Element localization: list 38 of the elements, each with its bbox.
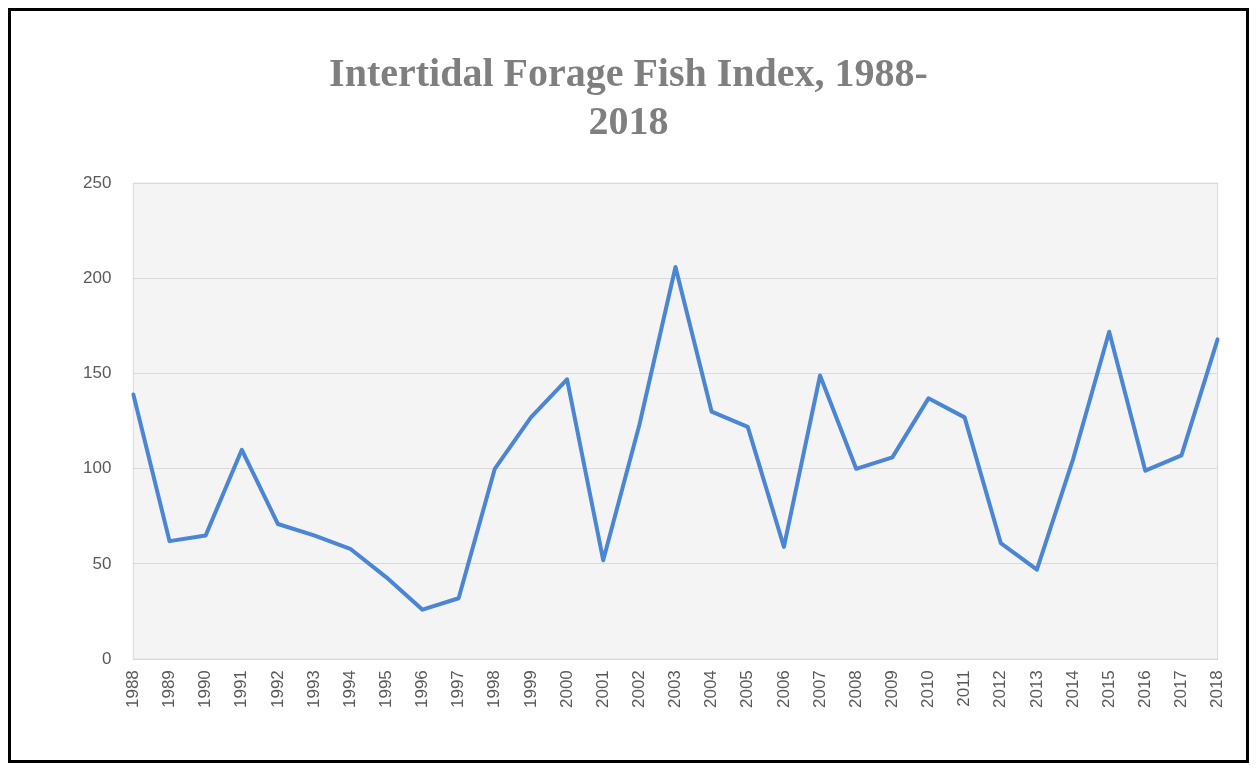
chart-title: Intertidal Forage Fish Index, 1988-2018: [328, 49, 929, 145]
y-tick-label: 0: [101, 648, 112, 668]
x-tick-label: 1998: [484, 670, 504, 709]
x-tick-label: 1997: [448, 670, 468, 709]
x-tick-label: 2004: [701, 670, 721, 709]
x-tick-label: 1995: [376, 670, 396, 709]
x-tick-label: 2016: [1135, 670, 1155, 709]
x-tick-label: 2008: [845, 670, 865, 709]
y-tick-label: 250: [82, 172, 112, 192]
x-tick-label: 2010: [918, 670, 938, 709]
x-tick-label: 2002: [629, 670, 649, 709]
x-tick-label: 2005: [737, 670, 757, 709]
x-tick-label: 2001: [592, 670, 612, 709]
y-tick-label: 200: [82, 268, 112, 288]
x-tick-label: 1996: [412, 670, 432, 709]
x-tick-label: 1992: [267, 670, 287, 709]
x-tick-label: 2017: [1171, 670, 1191, 709]
x-tick-label: 1990: [195, 670, 215, 709]
x-tick-label: 2014: [1062, 670, 1082, 709]
x-tick-label: 1993: [303, 670, 323, 709]
x-tick-label: 2006: [773, 670, 793, 709]
x-tick-label: 2007: [809, 670, 829, 709]
x-tick-label: 2012: [990, 670, 1010, 709]
y-tick-label: 50: [92, 553, 112, 573]
x-tick-label: 1988: [123, 670, 143, 709]
x-tick-label: 2018: [1207, 670, 1227, 709]
x-tick-label: 1999: [520, 670, 540, 709]
y-tick-label: 150: [82, 363, 112, 383]
x-tick-label: 2015: [1098, 670, 1118, 709]
x-tick-label: 1991: [231, 670, 251, 709]
x-tick-label: 2011: [954, 670, 974, 707]
x-tick-label: 2009: [882, 670, 902, 709]
y-tick-label: 100: [82, 458, 112, 478]
x-tick-label: 2013: [1026, 670, 1046, 709]
x-tick-label: 2003: [665, 670, 685, 709]
x-tick-label: 1994: [339, 670, 359, 709]
x-tick-label: 1989: [159, 670, 179, 709]
x-tick-label: 2000: [556, 670, 576, 709]
